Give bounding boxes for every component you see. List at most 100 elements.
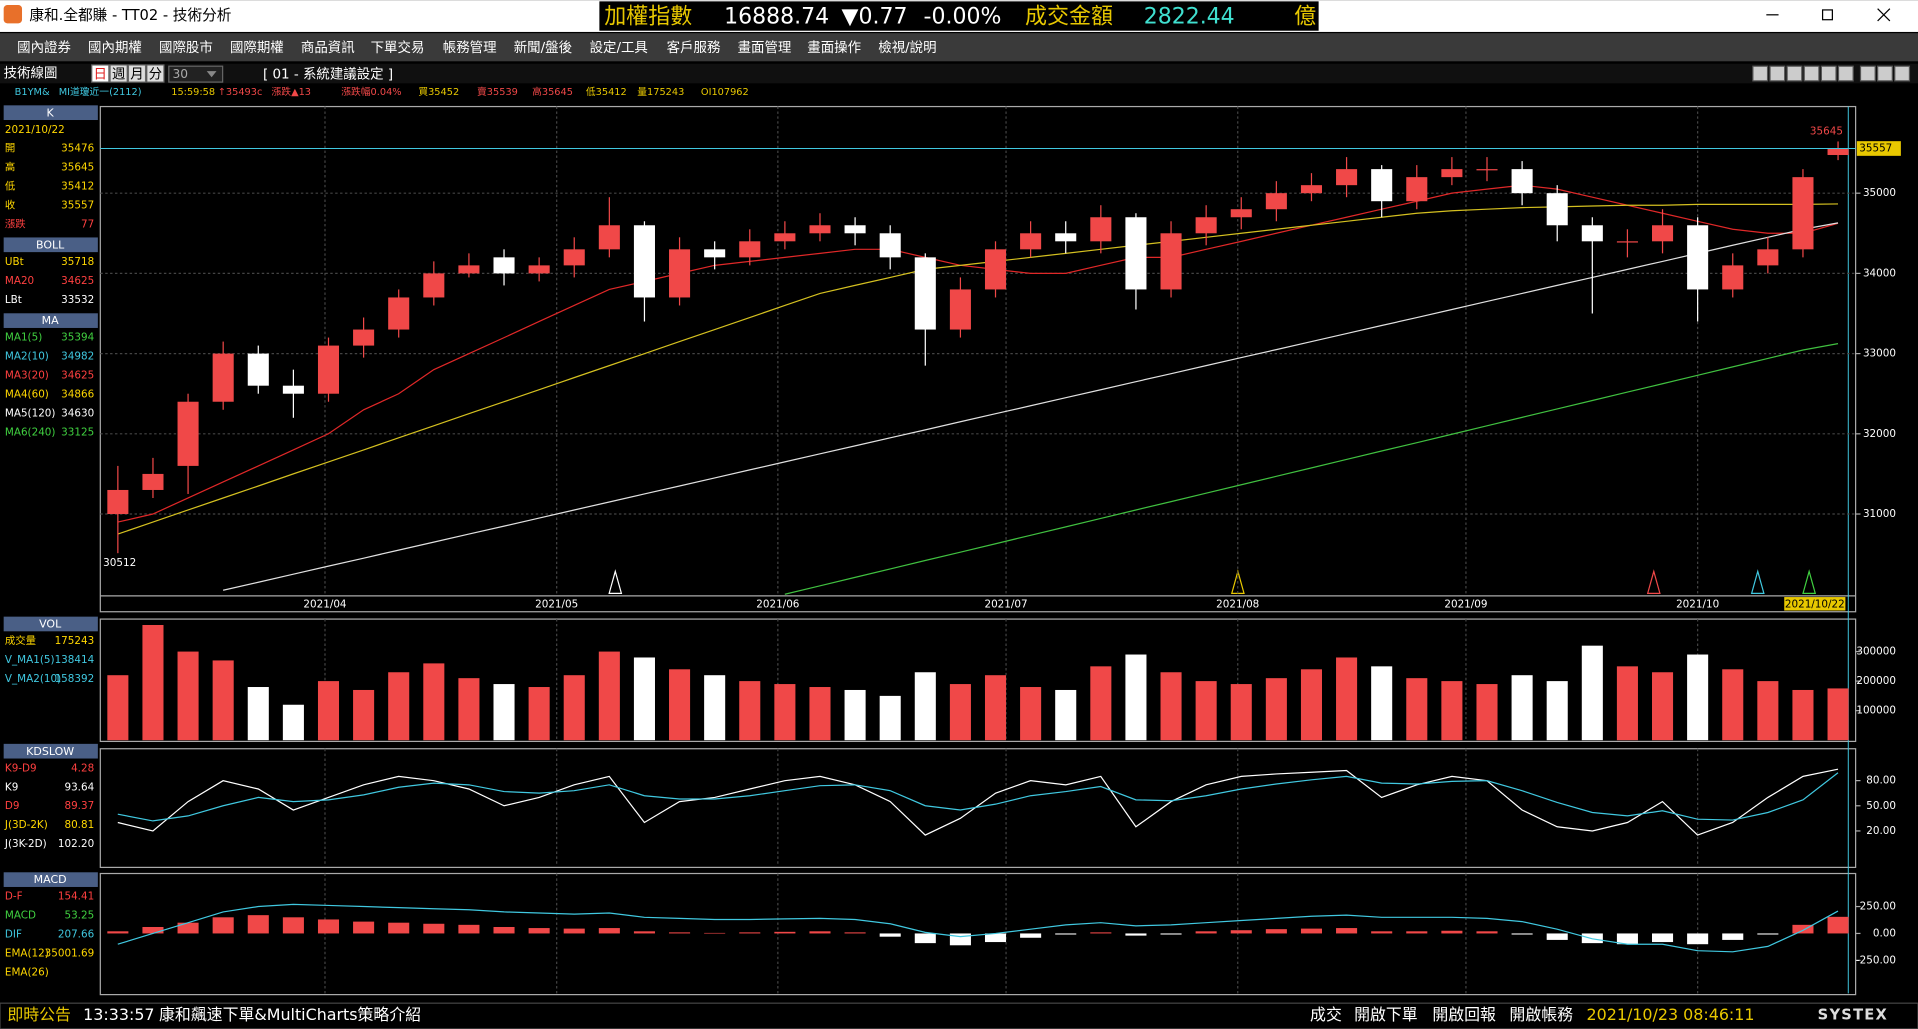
period-button[interactable]	[109, 64, 128, 83]
indicator-line	[117, 184, 1839, 523]
menu-item[interactable]: 國際股市	[159, 39, 213, 56]
tool-button[interactable]	[1877, 65, 1893, 82]
bar	[282, 917, 304, 934]
candle-body	[1195, 217, 1217, 234]
bar	[1265, 678, 1287, 741]
menu-item[interactable]: 客戶服務	[667, 39, 721, 56]
y-tick-label: 32000	[1863, 428, 1896, 440]
candle-body	[563, 249, 585, 266]
panel-title: KDSLOW	[26, 745, 74, 758]
bar	[1230, 930, 1252, 934]
indicator-label: 收	[5, 199, 15, 212]
period-button[interactable]	[91, 64, 110, 83]
tool-button[interactable]	[1752, 65, 1769, 82]
tool-button[interactable]	[1859, 65, 1876, 82]
candle-body	[1125, 217, 1147, 290]
tool-button[interactable]	[1803, 65, 1820, 82]
status-button[interactable]: 開啟回報	[1432, 1005, 1496, 1024]
period-button[interactable]	[146, 64, 165, 83]
tool-button[interactable]	[1786, 65, 1803, 82]
bar	[423, 923, 445, 934]
period-label[interactable]: 日	[94, 68, 107, 83]
volume-frame	[99, 618, 1857, 743]
bar	[142, 624, 164, 741]
count-dropdown[interactable]	[168, 65, 224, 83]
brand: SYSTEX	[1818, 1006, 1888, 1023]
period-label[interactable]: 分	[149, 67, 162, 83]
indicator-value: 35645	[61, 162, 94, 174]
candle-body	[949, 289, 971, 330]
candle-body	[1546, 193, 1568, 226]
setting-label[interactable]: [ 01 - 系統建議設定 ]	[263, 67, 393, 83]
bar	[949, 933, 971, 946]
tool-button[interactable]	[1837, 65, 1854, 82]
quote-info: B1YM& MI道瓊近一(2112) 15:59:58 ↑35493c 漲跌▲13 漲跌幅…	[15, 85, 749, 98]
restore-button[interactable]	[1821, 9, 1833, 21]
toolbar	[0, 63, 1918, 84]
indicator-label: 開	[5, 143, 15, 155]
candle-body	[247, 353, 269, 386]
panel-title: MACD	[34, 873, 67, 886]
menu-item[interactable]: 國內期權	[88, 40, 142, 56]
indicator-value: 207.66	[58, 929, 94, 941]
menu-item[interactable]: 新聞/盤後	[514, 40, 573, 56]
menu-item[interactable]: 帳務管理	[443, 40, 497, 56]
menu-item[interactable]: 國際期權	[230, 40, 284, 56]
candle-body	[1511, 169, 1533, 194]
candle-body	[1441, 169, 1463, 178]
status-button[interactable]: 開啟下單	[1354, 1005, 1418, 1024]
bar	[388, 672, 410, 741]
bar	[563, 675, 585, 741]
status-button[interactable]: 開啟帳務	[1509, 1005, 1573, 1024]
bar	[1827, 916, 1849, 934]
indicator-value: 34630	[61, 408, 94, 420]
menu-item[interactable]: 畫面操作	[807, 40, 861, 56]
candle-body	[1265, 193, 1287, 210]
panel-header	[3, 105, 98, 121]
y-tick-label: 35000	[1863, 187, 1896, 199]
candle-body	[633, 225, 655, 298]
indicator-value: 175243	[55, 635, 95, 647]
y-tick-label: 34000	[1863, 267, 1896, 279]
indicator-value: 80.81	[64, 819, 94, 831]
turnover-label: 成交金額	[1025, 4, 1113, 29]
tool-button[interactable]	[1820, 65, 1837, 82]
period-label[interactable]: 週	[112, 67, 125, 83]
candle-body	[423, 273, 445, 298]
period-label[interactable]: 月	[130, 68, 143, 83]
bar	[598, 928, 620, 934]
count-value[interactable]: 30	[172, 67, 188, 81]
menu-item[interactable]: 國內證券	[17, 39, 71, 56]
period-button[interactable]	[127, 64, 147, 83]
bar	[247, 687, 269, 741]
bar	[1055, 933, 1077, 935]
quote-field: OI107962	[701, 87, 749, 98]
indicator-label: 低	[5, 180, 16, 193]
tool-button[interactable]	[1769, 65, 1786, 82]
y-tick-label: 50.00	[1866, 800, 1896, 812]
indicator-label: MA5(120)	[5, 408, 56, 420]
tool-button[interactable]	[1894, 65, 1911, 82]
quote-field: 漲跌▲13	[272, 85, 311, 98]
window-controls[interactable]	[1766, 8, 1891, 22]
turnover-unit: 億	[1294, 4, 1316, 29]
quote-field: 賣35539	[477, 85, 518, 98]
panel-header	[3, 237, 98, 253]
bar	[879, 933, 901, 937]
menu-item[interactable]: 下單交易	[371, 39, 425, 56]
indicator-value: 35001.69	[45, 948, 95, 960]
bar	[1230, 684, 1252, 741]
menu-item[interactable]: 設定/工具	[590, 40, 648, 56]
date-highlight	[1784, 597, 1846, 611]
indicator-label: EMA(26)	[5, 967, 49, 979]
menu-item[interactable]: 檢視/說明	[878, 39, 936, 56]
status-button[interactable]: 成交	[1310, 1005, 1342, 1024]
window-title: 康和.全都賺 - TT02 - 技術分析	[29, 6, 231, 24]
menu-item[interactable]: 畫面管理	[738, 40, 792, 56]
menu-item[interactable]: 商品資訊	[301, 40, 355, 56]
indicator-label: K9	[5, 781, 18, 793]
bar	[1511, 675, 1533, 741]
close-button[interactable]	[1877, 8, 1891, 22]
bar	[774, 684, 796, 741]
